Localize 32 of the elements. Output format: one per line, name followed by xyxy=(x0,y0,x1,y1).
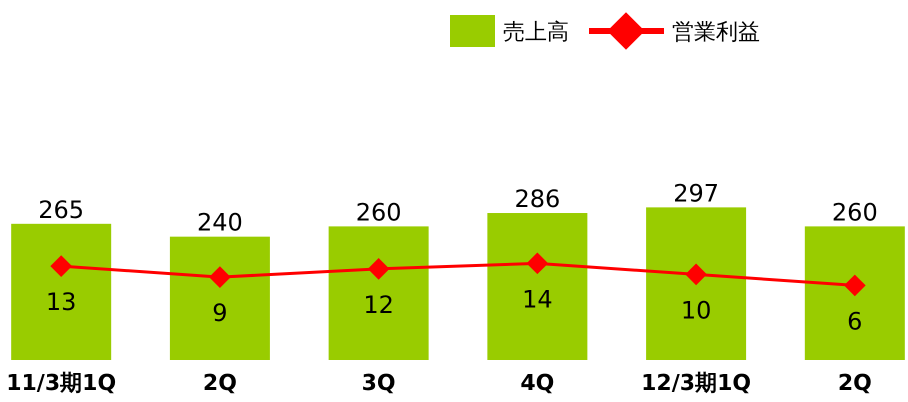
bar xyxy=(646,207,746,360)
x-tick-label: 2Q xyxy=(202,371,237,396)
point xyxy=(685,264,707,286)
point xyxy=(50,255,72,277)
data-label: 13 xyxy=(46,288,76,316)
data-label: 9 xyxy=(212,299,228,328)
x-tick-label: 11/3期1Q xyxy=(6,371,116,396)
data-label: 12 xyxy=(363,290,394,319)
data-label: 286 xyxy=(514,185,560,214)
data-label: 260 xyxy=(832,198,878,226)
x-tick-label: 2Q xyxy=(838,371,872,396)
bar xyxy=(487,213,588,360)
data-label: 265 xyxy=(38,196,84,224)
legend-label: 営業利益 xyxy=(672,20,760,45)
data-label: 260 xyxy=(356,198,402,226)
data-label: 240 xyxy=(197,208,243,237)
x-tick-label: 3Q xyxy=(362,371,396,396)
x-tick-label: 12/3期1Q xyxy=(641,371,752,396)
point xyxy=(209,266,231,288)
point xyxy=(368,258,390,280)
bar xyxy=(804,226,905,360)
bar xyxy=(328,226,429,360)
bar xyxy=(170,236,270,360)
point xyxy=(844,274,866,296)
x-tick-label: 4Q xyxy=(520,371,554,396)
data-label: 6 xyxy=(847,307,862,336)
point xyxy=(526,252,548,274)
data-label: 297 xyxy=(673,179,719,208)
legend-label: 売上高 xyxy=(503,20,569,45)
data-label: 14 xyxy=(522,285,553,314)
data-label: 10 xyxy=(680,296,712,324)
bar xyxy=(11,224,112,360)
